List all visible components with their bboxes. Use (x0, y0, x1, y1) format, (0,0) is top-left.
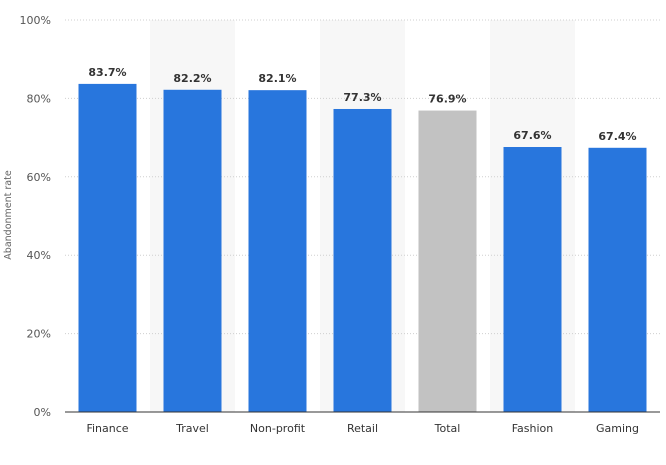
bar-finance[interactable] (78, 83, 137, 412)
x-tick-label: Gaming (596, 422, 639, 435)
y-tick-label: 80% (27, 92, 51, 105)
data-label: 77.3% (343, 91, 381, 104)
x-tick-labels: Finance Travel Non-profit Retail Total Fashio… (86, 422, 639, 435)
data-label: 76.9% (428, 93, 466, 106)
x-tick-label: Travel (175, 422, 209, 435)
data-label: 83.7% (88, 66, 126, 79)
data-label: 67.6% (513, 129, 551, 142)
data-label: 67.4% (598, 130, 636, 143)
y-axis-title: Abandonment rate (3, 170, 14, 260)
y-tick-labels: 0% 20% 40% 60% 80% 100% (20, 14, 51, 419)
data-labels: 83.7% 82.2% 82.1% 77.3% 76.9% 67.6% 67.4% (88, 66, 636, 143)
bar-fashion[interactable] (503, 147, 562, 412)
x-tick-label: Non-profit (250, 422, 306, 435)
bars (78, 83, 647, 413)
bar-gaming[interactable] (588, 147, 647, 413)
y-tick-label: 20% (27, 328, 51, 341)
bar-travel[interactable] (163, 89, 222, 412)
x-tick-label: Total (434, 422, 461, 435)
bar-total[interactable] (418, 110, 477, 412)
data-label: 82.1% (258, 72, 296, 85)
x-tick-label: Finance (86, 422, 128, 435)
y-tick-label: 0% (34, 406, 51, 419)
x-tick-label: Fashion (512, 422, 554, 435)
data-label: 82.2% (173, 72, 211, 85)
y-tick-label: 60% (27, 171, 51, 184)
y-tick-label: 100% (20, 14, 51, 27)
x-tick-label: Retail (347, 422, 378, 435)
bar-non-profit[interactable] (248, 90, 307, 412)
bar-retail[interactable] (333, 108, 392, 412)
y-tick-label: 40% (27, 249, 51, 262)
